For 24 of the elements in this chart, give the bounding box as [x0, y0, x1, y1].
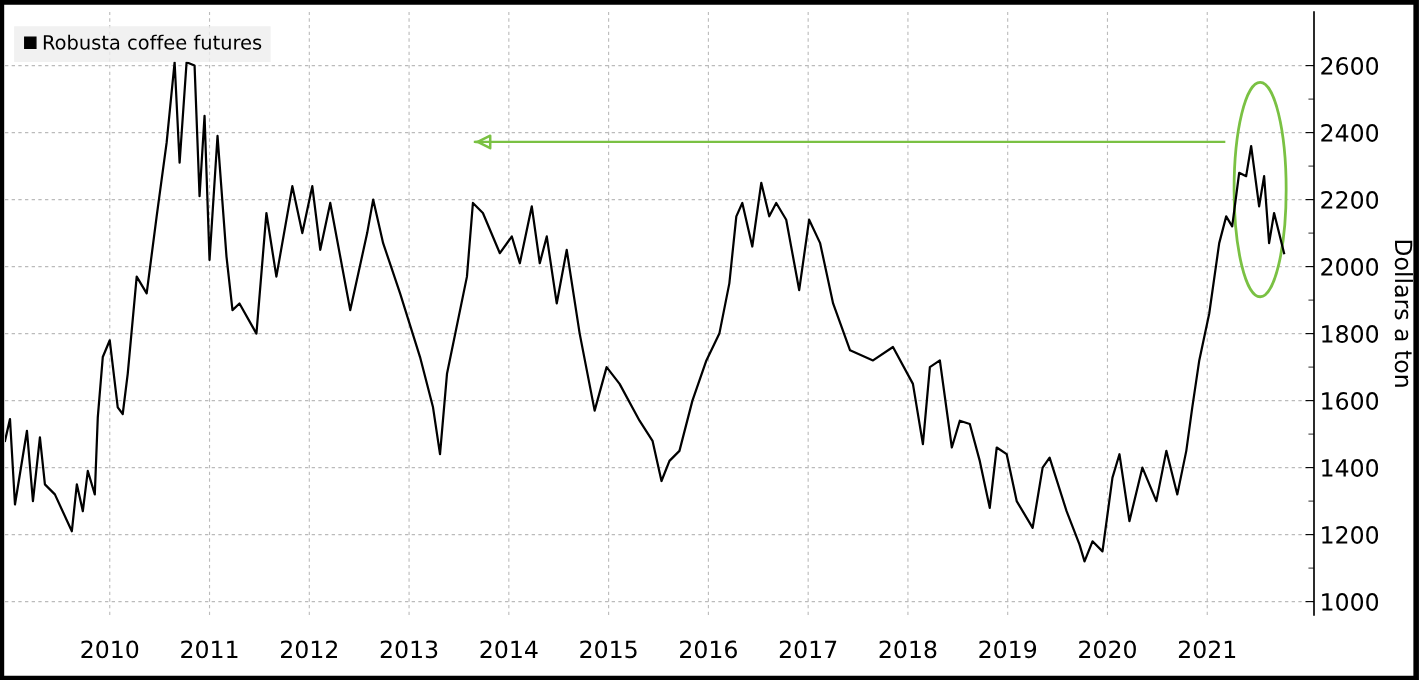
- y-axis-title: Dollars a ton: [1394, 240, 1413, 387]
- y-tick-label: 1000: [1322, 593, 1379, 611]
- x-tick-label: 2013: [380, 640, 438, 659]
- x-tick-label: 2012: [280, 640, 337, 659]
- x-tick-label: 2021: [1178, 640, 1236, 659]
- y-tick-label: 2600: [1321, 57, 1379, 75]
- x-tick-label: 2010: [81, 640, 139, 659]
- x-tick-label: 2016: [680, 640, 737, 659]
- x-tick-label: 2019: [979, 640, 1037, 659]
- x-tick-label: 2015: [580, 640, 637, 659]
- x-tick-label: 2014: [480, 640, 538, 659]
- x-tick-label: 2011: [181, 640, 238, 659]
- x-tick-label: 2017: [779, 640, 837, 659]
- y-tick-label: 2200: [1321, 191, 1379, 209]
- x-tick-label: 2020: [1079, 640, 1136, 659]
- y-tick-label: 1200: [1322, 526, 1379, 544]
- y-tick-label: 1800: [1322, 325, 1379, 343]
- x-tick-label: 2018: [879, 640, 937, 659]
- legend-label: Robusta coffee futures: [43, 34, 262, 50]
- y-tick-label: 1400: [1322, 459, 1379, 477]
- y-tick-label: 2400: [1321, 124, 1379, 142]
- y-tick-label: 1600: [1322, 392, 1379, 410]
- line-series: [5, 61, 1286, 563]
- y-tick-label: 2000: [1321, 258, 1379, 276]
